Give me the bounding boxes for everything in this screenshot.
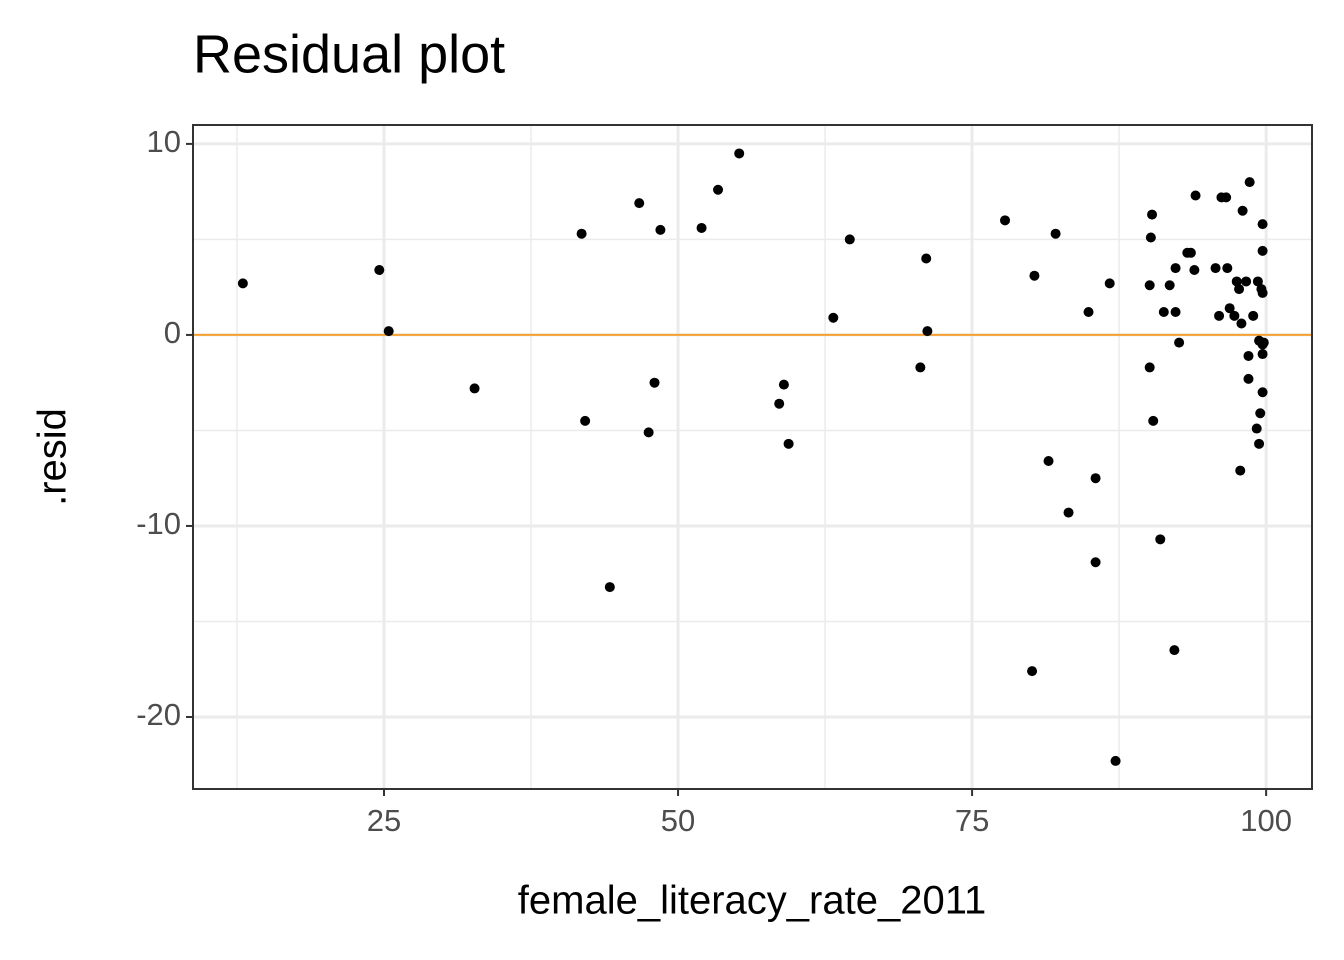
point (922, 326, 933, 337)
point (1257, 219, 1268, 230)
point (1144, 362, 1155, 373)
point (1234, 284, 1245, 295)
point (649, 377, 660, 388)
chart-title: Residual plot (193, 24, 505, 84)
point (1214, 310, 1225, 321)
point (1110, 755, 1121, 766)
point (576, 228, 587, 239)
point (1147, 209, 1158, 220)
point (1257, 287, 1268, 298)
point (1029, 270, 1040, 281)
point (1144, 280, 1155, 291)
point (1027, 666, 1038, 677)
panel-border (192, 124, 1313, 790)
point (844, 234, 855, 245)
point (1221, 192, 1232, 203)
point (1155, 534, 1166, 545)
point (1255, 408, 1266, 419)
point (1210, 263, 1221, 274)
point (604, 582, 615, 593)
point (1251, 423, 1262, 434)
point (1235, 465, 1246, 476)
point (828, 312, 839, 323)
point (1252, 276, 1263, 287)
point (1257, 245, 1268, 256)
point (374, 264, 385, 275)
point (1170, 307, 1181, 318)
x-tick-label: 25 (367, 803, 401, 838)
panel (193, 125, 1312, 789)
point (774, 398, 785, 409)
point (1248, 310, 1259, 321)
point (1222, 263, 1233, 274)
point (383, 326, 394, 337)
point (1174, 337, 1185, 348)
point (1145, 232, 1156, 243)
point (580, 415, 591, 426)
point (1189, 264, 1200, 275)
point (1241, 276, 1252, 287)
point (1190, 190, 1201, 201)
point (1224, 303, 1235, 314)
y-tick-label: 10 (147, 124, 181, 159)
point (634, 198, 645, 209)
x-tick-label: 75 (955, 803, 989, 838)
point (1043, 456, 1054, 467)
y-tick-label: 0 (164, 315, 181, 350)
point (655, 224, 666, 235)
point (1243, 373, 1254, 384)
point (1244, 177, 1255, 188)
point (1169, 645, 1180, 656)
point (1158, 307, 1169, 318)
point (1090, 557, 1101, 568)
point (1170, 263, 1181, 274)
y-axis-title: .resid (31, 408, 75, 506)
point (1182, 247, 1193, 258)
point (1164, 280, 1175, 291)
y-tick-label: -10 (136, 506, 181, 541)
point (1257, 349, 1268, 360)
point (1257, 387, 1268, 398)
point (1236, 318, 1247, 329)
point (1104, 278, 1115, 289)
x-axis-title: female_literacy_rate_2011 (518, 879, 986, 923)
point (237, 278, 248, 289)
point (1148, 415, 1159, 426)
point (1237, 205, 1248, 216)
point (1243, 350, 1254, 361)
point (1229, 310, 1240, 321)
y-tick-label: -20 (136, 697, 181, 732)
point (696, 222, 707, 233)
x-tick-label: 50 (661, 803, 695, 838)
point (1050, 228, 1061, 239)
point (1000, 215, 1011, 226)
point (778, 379, 789, 390)
point (643, 427, 654, 438)
point (734, 148, 745, 159)
point (921, 253, 932, 264)
point (1258, 337, 1269, 348)
point (1254, 438, 1265, 449)
point (1231, 276, 1242, 287)
x-tick-label: 100 (1240, 803, 1292, 838)
point (915, 362, 926, 373)
point (713, 184, 724, 195)
point (1063, 507, 1074, 518)
point (1083, 307, 1094, 318)
point (783, 438, 794, 449)
point (1090, 473, 1101, 484)
point (469, 383, 480, 394)
